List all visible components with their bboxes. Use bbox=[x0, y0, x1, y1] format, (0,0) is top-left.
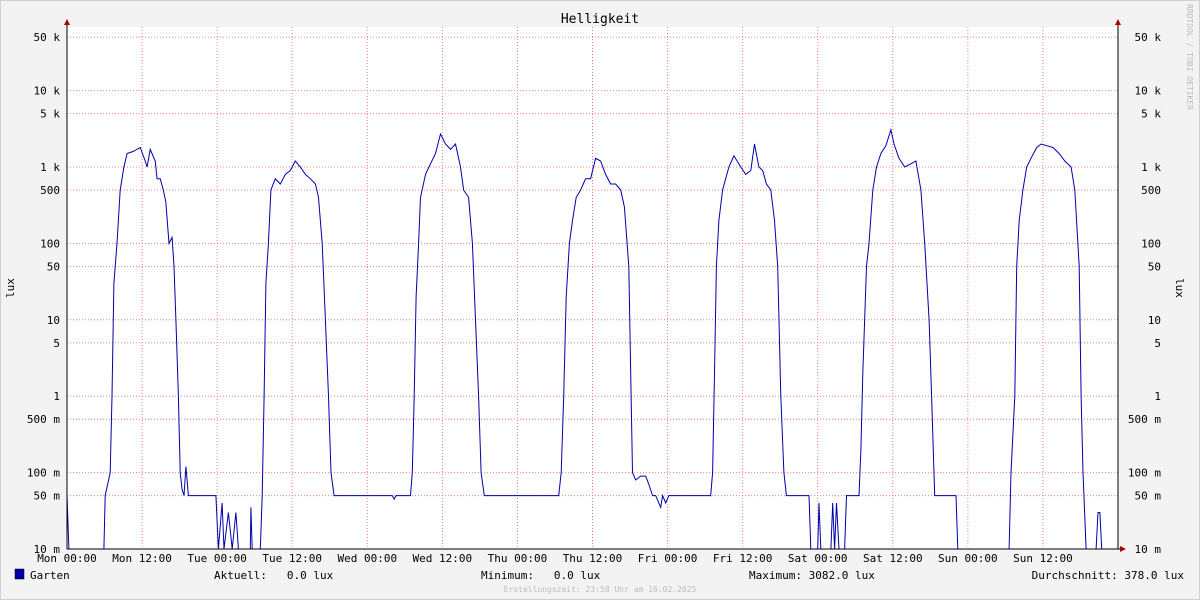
y-tick-label-right: 10 bbox=[1148, 314, 1161, 327]
series-line bbox=[66, 127, 1118, 550]
y-tick-label-right: 100 bbox=[1141, 237, 1161, 250]
legend-label: Garten bbox=[30, 569, 70, 582]
y-tick-label: 100 m bbox=[27, 467, 60, 480]
y-tick-label: 50 m bbox=[34, 490, 61, 503]
x-tick-label: Mon 00:00 bbox=[37, 552, 97, 565]
x-tick-label: Tue 00:00 bbox=[187, 552, 247, 565]
y-tick-label: 10 bbox=[47, 314, 60, 327]
x-tick-label: Sat 12:00 bbox=[863, 552, 923, 565]
legend-swatch bbox=[14, 568, 25, 580]
y-tick-label-right: 1 bbox=[1154, 390, 1161, 403]
y-tick-label: 50 bbox=[47, 260, 60, 273]
x-tick-label: Sun 00:00 bbox=[938, 552, 998, 565]
y-tick-label-right: 50 bbox=[1148, 260, 1161, 273]
x-tick-label: Sun 12:00 bbox=[1013, 552, 1073, 565]
footer: Erstellungszeit: 23:58 Uhr am 16.02.2025 bbox=[504, 585, 697, 594]
y-tick-label: 5 bbox=[53, 337, 60, 350]
x-tick-label: Thu 00:00 bbox=[488, 552, 548, 565]
y-axis-label: lux bbox=[4, 278, 17, 298]
y-tick-label-right: 1 k bbox=[1141, 161, 1161, 174]
x-tick-label: Thu 12:00 bbox=[563, 552, 623, 565]
stat: Minimum: 0.0 lux bbox=[481, 569, 601, 582]
y-axis-label-right: lux bbox=[1173, 278, 1186, 298]
chart-title: Helligkeit bbox=[561, 12, 639, 27]
stat: Durchschnitt: 378.0 lux bbox=[1032, 569, 1185, 582]
watermark: RRDTOOL / TOBI OETIKER bbox=[1185, 4, 1194, 110]
y-tick-label-right: 10 k bbox=[1135, 85, 1162, 98]
y-tick-label: 1 k bbox=[40, 161, 60, 174]
y-tick-label-right: 50 m bbox=[1135, 490, 1162, 503]
x-tick-label: Tue 12:00 bbox=[262, 552, 322, 565]
y-tick-label-right: 500 bbox=[1141, 184, 1161, 197]
y-tick-label-right: 5 k bbox=[1141, 108, 1161, 121]
x-tick-label: Wed 00:00 bbox=[337, 552, 397, 565]
y-tick-label-right: 5 bbox=[1154, 337, 1161, 350]
x-tick-label: Fri 00:00 bbox=[638, 552, 698, 565]
y-tick-label-right: 500 m bbox=[1128, 413, 1161, 426]
axis-arrow bbox=[1120, 546, 1126, 552]
y-tick-label: 10 k bbox=[34, 85, 61, 98]
stat: Aktuell: 0.0 lux bbox=[214, 569, 334, 582]
y-tick-label-right: 100 m bbox=[1128, 467, 1161, 480]
y-tick-label: 10 m bbox=[34, 543, 61, 556]
axis-arrow bbox=[1115, 19, 1121, 25]
x-tick-label: Mon 12:00 bbox=[112, 552, 172, 565]
y-tick-label: 50 k bbox=[34, 31, 61, 44]
y-tick-label-right: 10 m bbox=[1135, 543, 1162, 556]
y-tick-label: 500 m bbox=[27, 413, 60, 426]
axis-arrow bbox=[64, 19, 70, 25]
y-tick-label: 500 bbox=[40, 184, 60, 197]
x-tick-label: Fri 12:00 bbox=[713, 552, 773, 565]
y-tick-label: 1 bbox=[53, 390, 60, 403]
x-tick-label: Sat 00:00 bbox=[788, 552, 848, 565]
y-tick-label: 5 k bbox=[40, 108, 60, 121]
stat: Maximum: 3082.0 lux bbox=[749, 569, 875, 582]
y-tick-label: 100 bbox=[40, 237, 60, 250]
x-tick-label: Wed 12:00 bbox=[413, 552, 473, 565]
y-tick-label-right: 50 k bbox=[1135, 31, 1162, 44]
